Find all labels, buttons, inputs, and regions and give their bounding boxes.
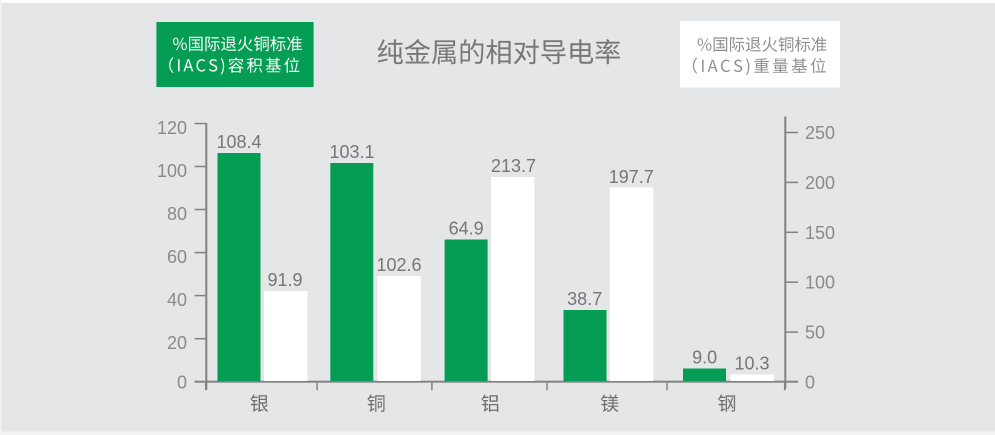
svg-text:150: 150: [805, 223, 835, 243]
svg-text:64.9: 64.9: [449, 219, 484, 239]
svg-text:0: 0: [177, 373, 187, 393]
svg-text:200: 200: [805, 173, 835, 193]
svg-text:103.1: 103.1: [329, 142, 374, 162]
svg-text:213.7: 213.7: [491, 156, 536, 176]
svg-text:108.4: 108.4: [216, 132, 261, 152]
svg-text:250: 250: [805, 123, 835, 143]
svg-text:60: 60: [167, 247, 187, 267]
svg-text:91.9: 91.9: [267, 270, 302, 290]
svg-text:50: 50: [805, 323, 825, 343]
svg-text:80: 80: [167, 204, 187, 224]
svg-text:100: 100: [157, 161, 187, 181]
svg-text:40: 40: [167, 290, 187, 310]
svg-text:9.0: 9.0: [692, 348, 717, 368]
svg-text:120: 120: [157, 118, 187, 138]
svg-text:10.3: 10.3: [734, 354, 769, 374]
svg-text:102.6: 102.6: [376, 255, 421, 275]
svg-text:0: 0: [805, 373, 815, 393]
svg-text:20: 20: [167, 333, 187, 353]
svg-text:197.7: 197.7: [609, 167, 654, 187]
svg-text:100: 100: [805, 273, 835, 293]
svg-text:38.7: 38.7: [567, 289, 602, 309]
